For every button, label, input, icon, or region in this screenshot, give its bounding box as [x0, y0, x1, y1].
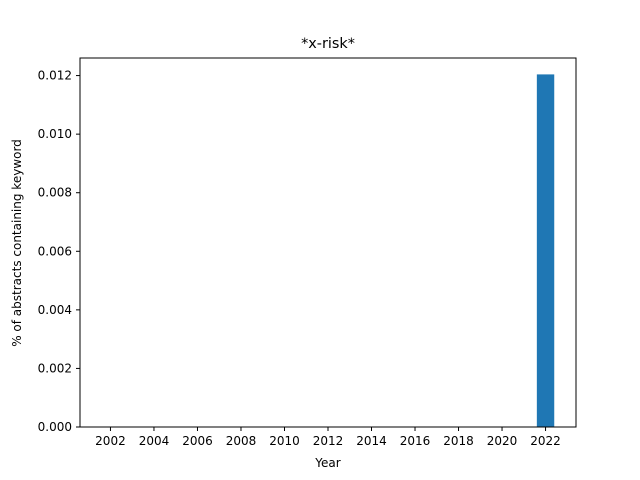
x-tick-label: 2006 — [182, 434, 213, 448]
chart-title: *x-risk* — [301, 36, 355, 52]
y-tick-label: 0.004 — [38, 303, 72, 317]
x-tick-label: 2002 — [95, 434, 126, 448]
y-tick-label: 0.000 — [38, 420, 72, 434]
bars-layer — [536, 74, 555, 428]
x-tick-label: 2004 — [139, 434, 170, 448]
y-tick-label: 0.002 — [38, 361, 72, 375]
x-tick-label: 2010 — [269, 434, 300, 448]
plot-frame — [79, 57, 577, 428]
x-axis-ticks: 2002 2004 2006 2008 2010 2012 2014 2016 2018 2020… — [95, 427, 561, 448]
x-axis-label: Year — [314, 456, 340, 470]
x-tick-label: 2016 — [400, 434, 431, 448]
x-tick-label: 2014 — [356, 434, 387, 448]
bar-2022 — [536, 74, 555, 428]
x-tick-label: 2022 — [530, 434, 561, 448]
y-tick-label: 0.010 — [38, 127, 72, 141]
y-tick-label: 0.008 — [38, 186, 72, 200]
y-tick-label: 0.006 — [38, 244, 72, 258]
y-axis-ticks: 0.000 0.002 0.004 0.006 0.008 0.010 0.012 — [38, 69, 80, 434]
x-tick-label: 2008 — [226, 434, 257, 448]
x-tick-label: 2018 — [443, 434, 474, 448]
x-tick-label: 2020 — [487, 434, 518, 448]
y-tick-label: 0.012 — [38, 69, 72, 83]
y-axis-label: % of abstracts containing keyword — [10, 139, 24, 347]
x-tick-label: 2012 — [313, 434, 344, 448]
